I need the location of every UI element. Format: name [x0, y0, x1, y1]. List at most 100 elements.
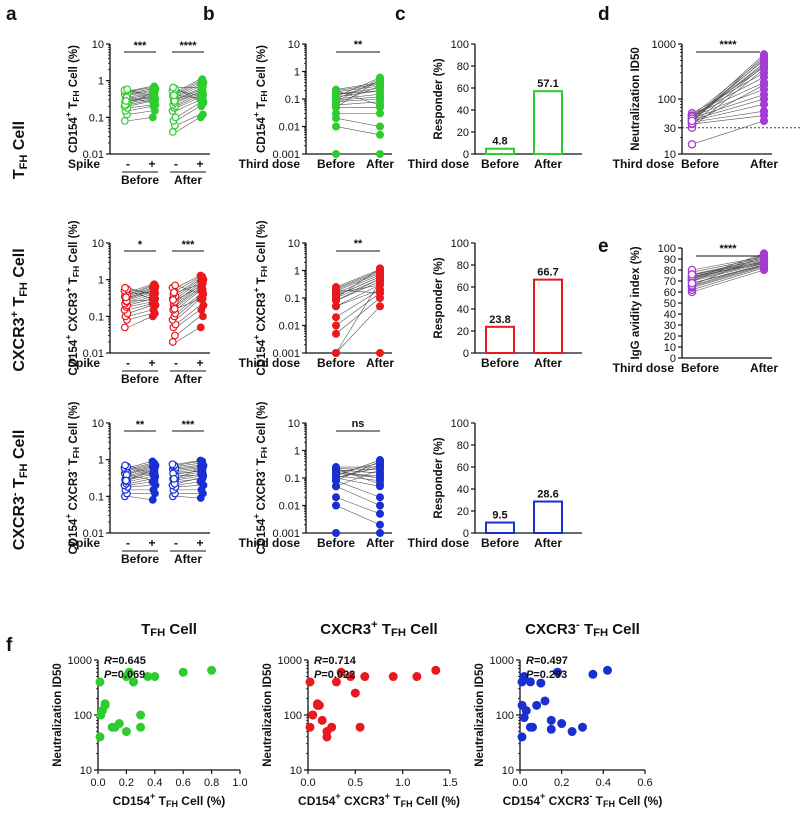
y-tick-label: 10 — [92, 238, 104, 250]
y-tick-label: 100 — [284, 710, 302, 722]
spike-row-label: Spike — [68, 356, 100, 370]
y-tick-label: 1 — [294, 446, 300, 458]
data-point-before — [687, 270, 697, 279]
spike-plus-label: + — [148, 356, 155, 370]
data-point-spike-plus — [150, 466, 158, 474]
y-tick-label: 0 — [463, 528, 469, 540]
label-part: T — [68, 458, 80, 468]
data-point-spike-plus — [148, 113, 157, 122]
stat-p: P=0.293 — [526, 669, 567, 681]
pair-line — [691, 110, 765, 123]
data-point-after — [376, 463, 384, 472]
pair-line — [175, 281, 201, 300]
label-part: FH — [391, 627, 406, 639]
data-point — [388, 672, 398, 682]
y-tick-label: 0.1 — [89, 311, 104, 323]
group-label-before: Before — [317, 356, 355, 370]
data-point — [136, 722, 146, 732]
pair-line — [691, 59, 765, 122]
data-point-spike-minus — [121, 283, 129, 292]
data-point — [355, 722, 365, 732]
data-point-after — [376, 501, 384, 510]
spike-row-label: Spike — [68, 536, 100, 550]
label-part: + — [335, 791, 340, 801]
pair-line — [175, 88, 201, 102]
bar — [485, 521, 515, 534]
pair-line — [335, 85, 381, 104]
data-point-spike-plus — [198, 464, 206, 473]
pair-line — [175, 460, 201, 465]
panel-b3: CD154+ CXCR3- TFH Cell (%)0.0010.010.111… — [239, 401, 395, 554]
label-part: CXCR3 — [256, 471, 268, 510]
pair-line — [127, 95, 153, 101]
data-point-spike-minus — [122, 476, 130, 485]
label-part: T — [68, 102, 80, 112]
label-part: FH — [259, 90, 269, 101]
y-tick-label: 20 — [664, 331, 676, 343]
label-part: + — [251, 335, 261, 340]
label-part: FH — [150, 627, 165, 639]
pair-line — [691, 265, 765, 287]
y-tick-label: 1000 — [68, 655, 92, 667]
y-tick-label: 10 — [80, 765, 92, 777]
pair-line — [335, 78, 381, 102]
pair-line — [127, 293, 153, 303]
pair-line — [175, 277, 201, 295]
category-label: After — [534, 536, 562, 550]
x-tick-label: 0.2 — [554, 777, 569, 789]
data-point-before — [687, 116, 697, 126]
panel-letter-f: f — [6, 635, 13, 656]
data-point-before — [332, 329, 340, 338]
category-label: Before — [481, 157, 519, 171]
pair-line — [127, 309, 153, 317]
pair-line — [175, 484, 201, 488]
y-tick-label: 80 — [664, 265, 676, 277]
label-part: Responder (%) — [433, 58, 445, 139]
data-point-before — [332, 482, 340, 491]
pair-line — [175, 462, 201, 467]
data-point — [95, 732, 105, 742]
data-point-spike-minus — [170, 331, 179, 340]
data-point-spike-minus — [123, 85, 132, 94]
pair-line — [175, 298, 201, 310]
y-axis-label: Neutralization ID50 — [262, 663, 274, 767]
y-tick-label: 1000 — [490, 655, 514, 667]
pair-line — [175, 468, 201, 480]
stat-p: P=0.069 — [104, 669, 145, 681]
significance-label: ** — [354, 238, 363, 250]
y-axis-label: CD154+ TFH Cell (%) — [63, 45, 81, 153]
pair-line — [175, 89, 201, 97]
spike-plus-label: + — [196, 157, 203, 171]
bar — [533, 278, 563, 355]
data-point-after — [759, 107, 769, 116]
y-tick-label: 50 — [664, 298, 676, 310]
pair-line — [335, 82, 381, 90]
y-tick-label: 100 — [451, 238, 469, 250]
label-part: T — [256, 277, 268, 287]
chart-title: TFH Cell — [141, 621, 197, 639]
data-point — [350, 688, 360, 698]
label-part: FH — [259, 266, 269, 277]
pair-line — [175, 94, 201, 99]
y-tick-label: 40 — [457, 484, 469, 496]
pair-line — [175, 305, 201, 325]
label-part: CD154 — [298, 794, 336, 808]
pair-line — [335, 289, 381, 318]
label-part: FH — [593, 627, 608, 639]
pair-line — [691, 72, 765, 114]
pair-line — [175, 287, 201, 306]
x-tick-label: 0.5 — [348, 777, 363, 789]
data-point-after — [759, 249, 769, 258]
pair-line — [691, 262, 765, 281]
stat-r-value: =0.645 — [112, 655, 146, 667]
pair-line — [335, 93, 381, 100]
label-part: Cell (%) — [178, 794, 225, 808]
x-tick-label: 0.8 — [204, 777, 219, 789]
panel-c1: Responder (%) 0 20 40 60 80 100 4.8 Before 57.1 Af… — [408, 39, 582, 171]
y-tick-label: 0 — [463, 149, 469, 161]
data-point-spike-plus — [150, 476, 159, 484]
pair-line — [127, 463, 153, 471]
group-label-after: After — [750, 361, 778, 375]
label-part: + — [63, 112, 73, 117]
